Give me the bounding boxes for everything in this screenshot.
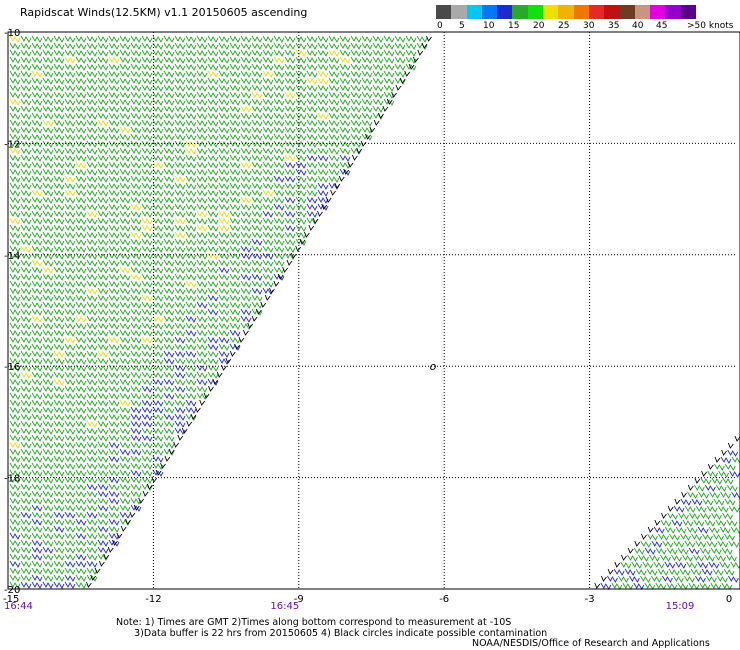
legend-swatch: [512, 5, 528, 19]
legend-swatch: [573, 5, 589, 19]
legend-label: 45: [656, 21, 668, 31]
legend-swatch: [543, 5, 559, 19]
legend-label: 35: [608, 21, 620, 31]
wind-barbs-black: [85, 35, 740, 589]
legend-swatch: [436, 5, 452, 19]
wind-barbs-yellow: [9, 35, 351, 449]
x-axis-tick-label: -15: [3, 594, 19, 605]
legend-label: 5: [459, 21, 465, 31]
y-axis-tick-label: -18: [4, 474, 20, 485]
legend-swatch: [527, 5, 544, 19]
wind-barbs-green: [9, 35, 740, 590]
legend-swatch: [558, 5, 574, 19]
x-axis-tick-label: -3: [585, 594, 595, 605]
y-axis-tick-label: -20: [4, 585, 20, 596]
grid-lines: [8, 32, 735, 589]
legend-label: 0: [437, 21, 443, 31]
legend-swatch: [619, 5, 635, 19]
legend-swatch: [451, 5, 467, 19]
wind-barbs-blue: [9, 154, 740, 590]
y-axis-tick-label: -14: [4, 251, 20, 262]
legend-swatch: [481, 5, 498, 19]
axis-labels: -12 -9 -6 -3 0 -15 -10 -12 -14 -16 -18 -20 16:44 16:4…: [3, 28, 732, 612]
legend-swatch: [588, 5, 605, 19]
plot-frame: [7, 31, 740, 590]
map-title: Rapidscat Winds(12.5KM) v1.1 20150605 as…: [20, 6, 308, 19]
legend-swatch: [650, 5, 666, 19]
legend-label: 10: [483, 21, 495, 31]
y-axis-tick-label: -16: [4, 362, 20, 373]
legend-swatch: [665, 5, 681, 19]
time-label: 15:09: [666, 601, 695, 612]
legend-label: 15: [508, 21, 520, 31]
legend-label: 30: [583, 21, 595, 31]
credit-text: NOAA/NESDIS/Office of Research and Appli…: [472, 638, 710, 649]
legend-label: 25: [558, 21, 570, 31]
x-axis-tick-label: -12: [145, 594, 161, 605]
legend-swatch: [497, 5, 513, 19]
legend-label: 40: [632, 21, 644, 31]
legend-label: 20: [533, 21, 545, 31]
legend-swatch: [680, 5, 697, 19]
time-label: 16:45: [270, 601, 299, 612]
legend-swatch: [466, 5, 482, 19]
notes-text: Note: 1) Times are GMT 2)Times along bot…: [116, 617, 547, 639]
y-axis-tick-label: -10: [4, 28, 20, 39]
legend-label: >50 knots: [687, 21, 734, 31]
legend-labels: 0 5 10 15 20 25 30 35 40 45 >50 knots: [432, 21, 740, 33]
wind-barbs: [9, 35, 740, 590]
y-axis-tick-label: -12: [4, 139, 20, 150]
time-label: 16:44: [4, 601, 33, 612]
legend-swatch: [604, 5, 620, 19]
note-line-2: 3)Data buffer is 22 hrs from 20150605 4)…: [134, 628, 548, 639]
x-axis-tick-label: -6: [439, 594, 449, 605]
x-axis-tick-label: 0: [726, 594, 732, 605]
legend-swatch: [634, 5, 651, 19]
contamination-circle-marker: o: [430, 360, 437, 373]
wind-speed-color-legend: [436, 5, 697, 19]
x-axis-tick-label: -9: [294, 594, 304, 605]
note-line-1: Note: 1) Times are GMT 2)Times along bot…: [116, 617, 512, 628]
